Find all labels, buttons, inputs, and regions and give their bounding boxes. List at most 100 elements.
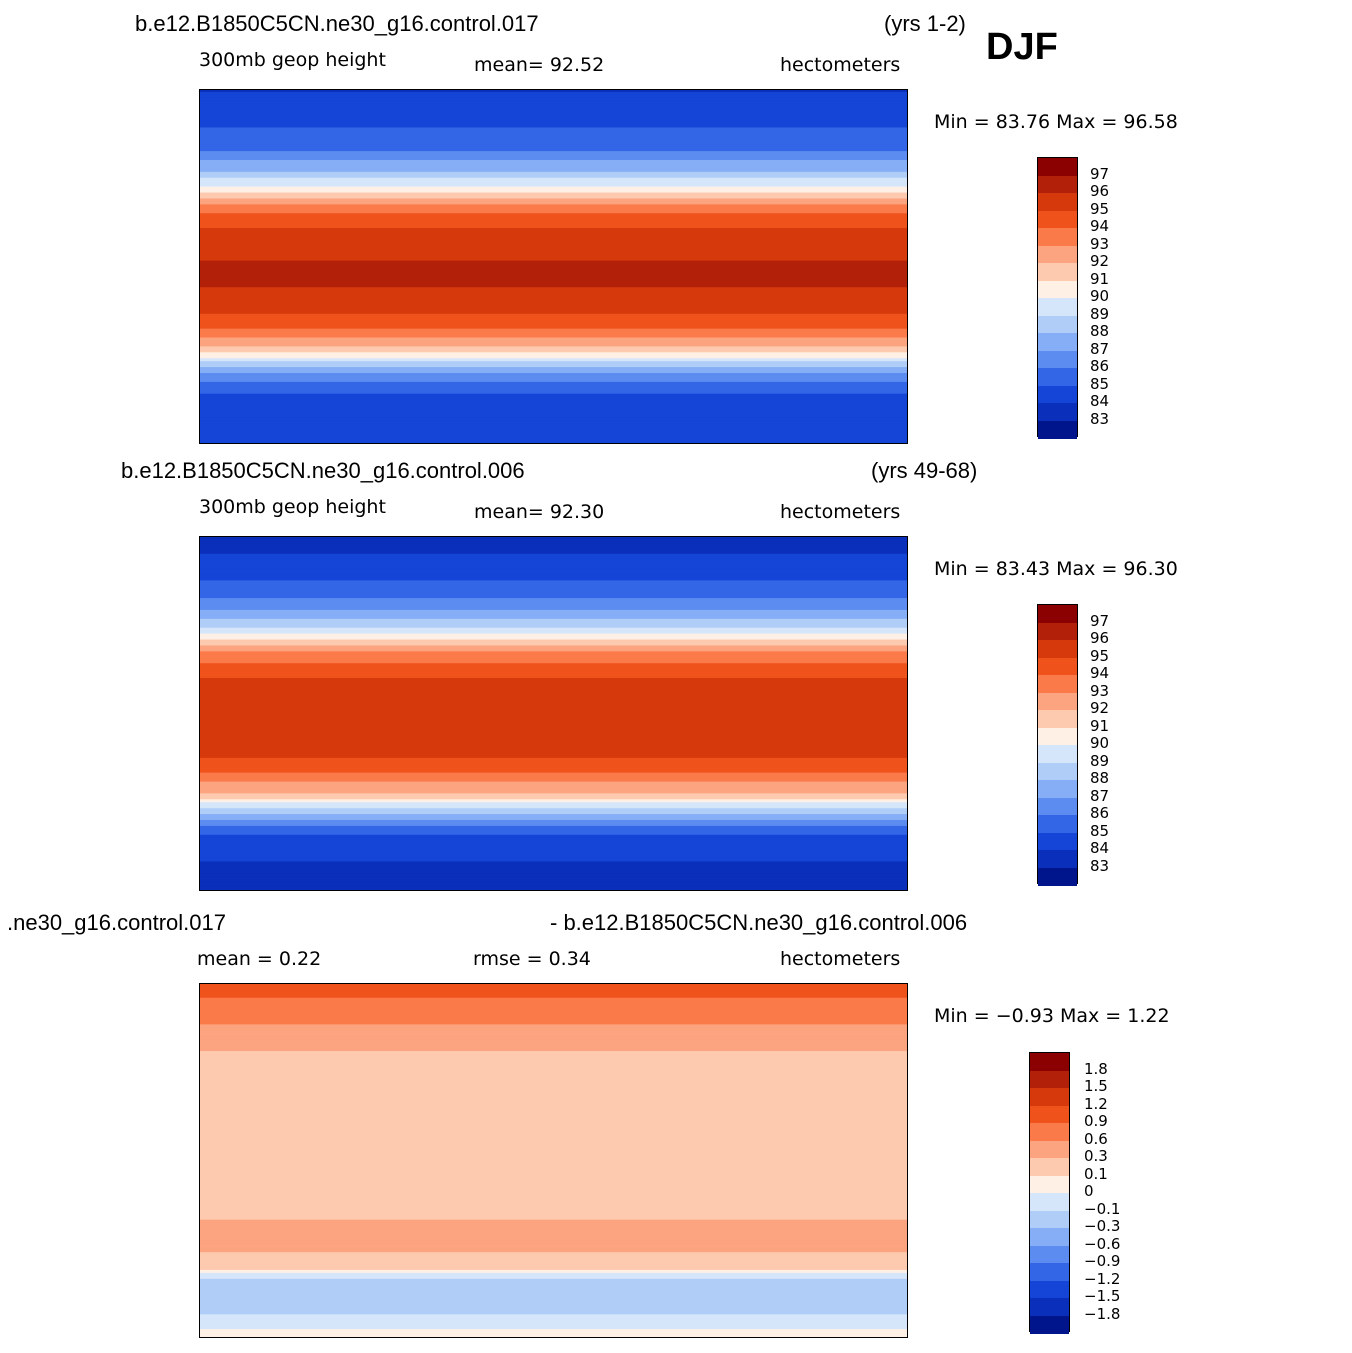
map-band: [199, 299, 908, 303]
colorbar-swatch: [1030, 1158, 1069, 1176]
map-band: [199, 749, 908, 753]
panel1-mean: mean= 92.52: [474, 54, 605, 76]
map-band: [199, 183, 908, 188]
map-band: [199, 334, 908, 339]
map-band: [199, 89, 908, 93]
colorbar-swatch: [1038, 420, 1077, 439]
map-band: [199, 1243, 908, 1247]
map-band: [199, 991, 908, 996]
map-band: [199, 438, 908, 442]
map-band: [199, 1267, 908, 1271]
map-band: [199, 1071, 908, 1076]
season-label: DJF: [986, 26, 1058, 68]
map-band: [199, 796, 908, 800]
panel2-case-title: b.e12.B1850C5CN.ne30_g16.control.006: [121, 458, 525, 483]
colorbar-swatch: [1038, 298, 1077, 316]
map-band: [199, 375, 908, 380]
map-band: [199, 266, 908, 271]
map-band: [199, 1178, 908, 1182]
colorbar-swatch: [1030, 1210, 1069, 1229]
map-band: [199, 1027, 908, 1031]
map-band: [199, 233, 908, 238]
colorbar-swatch: [1038, 745, 1077, 763]
map-band: [199, 1083, 908, 1088]
panel3-map: [199, 983, 908, 1338]
colorbar-tick-label: 0.9: [1084, 1112, 1108, 1130]
map-band: [199, 408, 908, 413]
map-band: [199, 654, 908, 658]
map-band: [199, 1015, 908, 1020]
map-band: [199, 633, 908, 638]
map-band: [199, 133, 908, 137]
colorbar-swatch: [1030, 1280, 1069, 1299]
panel3-rmse: rmse = 0.34: [473, 948, 591, 970]
map-band: [199, 583, 908, 587]
map-band: [199, 254, 908, 259]
map-band: [199, 1201, 908, 1206]
map-band: [199, 814, 908, 818]
map-band: [199, 396, 908, 401]
colorbar-tick-label: 87: [1090, 339, 1110, 358]
map-band: [199, 731, 908, 735]
map-band: [199, 607, 908, 611]
map-band: [199, 1062, 908, 1067]
map-band: [199, 556, 908, 561]
map-band: [199, 660, 908, 664]
colorbar-swatch: [1038, 692, 1077, 711]
colorbar-tick-label: 93: [1090, 234, 1110, 253]
map-band: [199, 420, 908, 424]
map-band: [199, 302, 908, 306]
colorbar-tick-label: 83: [1090, 409, 1110, 428]
map-band: [199, 683, 908, 688]
colorbar-tick-label: 85: [1090, 821, 1110, 840]
map-band: [199, 1104, 908, 1108]
map-band: [199, 103, 908, 108]
panel1-variable: 300mb geop height: [199, 49, 386, 71]
colorbar-swatch: [1038, 385, 1077, 404]
map-band: [199, 1213, 908, 1218]
colorbar-swatch: [1030, 1193, 1069, 1211]
map-band: [199, 1095, 908, 1099]
colorbar-swatch: [1038, 605, 1077, 623]
map-band: [199, 373, 908, 377]
map-band: [199, 645, 908, 650]
map-band: [199, 171, 908, 176]
map-band: [199, 186, 908, 191]
map-band: [199, 328, 908, 333]
map-band: [199, 1269, 908, 1274]
map-band: [199, 538, 908, 543]
map-band: [199, 689, 908, 694]
panel2-variable: 300mb geop height: [199, 496, 386, 518]
map-band: [199, 1024, 908, 1028]
map-band: [199, 648, 908, 652]
map-band: [199, 994, 908, 999]
map-band: [199, 775, 908, 780]
map-band: [199, 1252, 908, 1256]
map-band: [199, 577, 908, 581]
map-band: [199, 1302, 908, 1307]
map-band: [199, 1240, 908, 1244]
colorbar-tick-label: −0.1: [1084, 1199, 1121, 1218]
map-band: [199, 719, 908, 723]
map-band: [199, 802, 908, 806]
map-band: [199, 595, 908, 599]
map-band: [199, 1130, 908, 1135]
map-band: [199, 1219, 908, 1224]
map-band: [199, 553, 908, 558]
map-band: [199, 1207, 908, 1212]
colorbar-swatch: [1038, 815, 1077, 833]
map-band: [199, 1278, 908, 1283]
map-band: [199, 1101, 908, 1105]
map-band: [199, 805, 908, 809]
map-frame: [199, 983, 908, 1338]
colorbar-tick-label: 1.2: [1084, 1094, 1108, 1113]
map-band: [199, 710, 908, 715]
map-band: [199, 168, 908, 173]
map-band: [199, 1107, 908, 1111]
map-band: [199, 1089, 908, 1094]
map-band: [199, 1042, 908, 1046]
map-band: [199, 1335, 908, 1338]
map-band: [199, 541, 908, 546]
map-band: [199, 100, 908, 105]
map-band: [199, 1261, 908, 1265]
